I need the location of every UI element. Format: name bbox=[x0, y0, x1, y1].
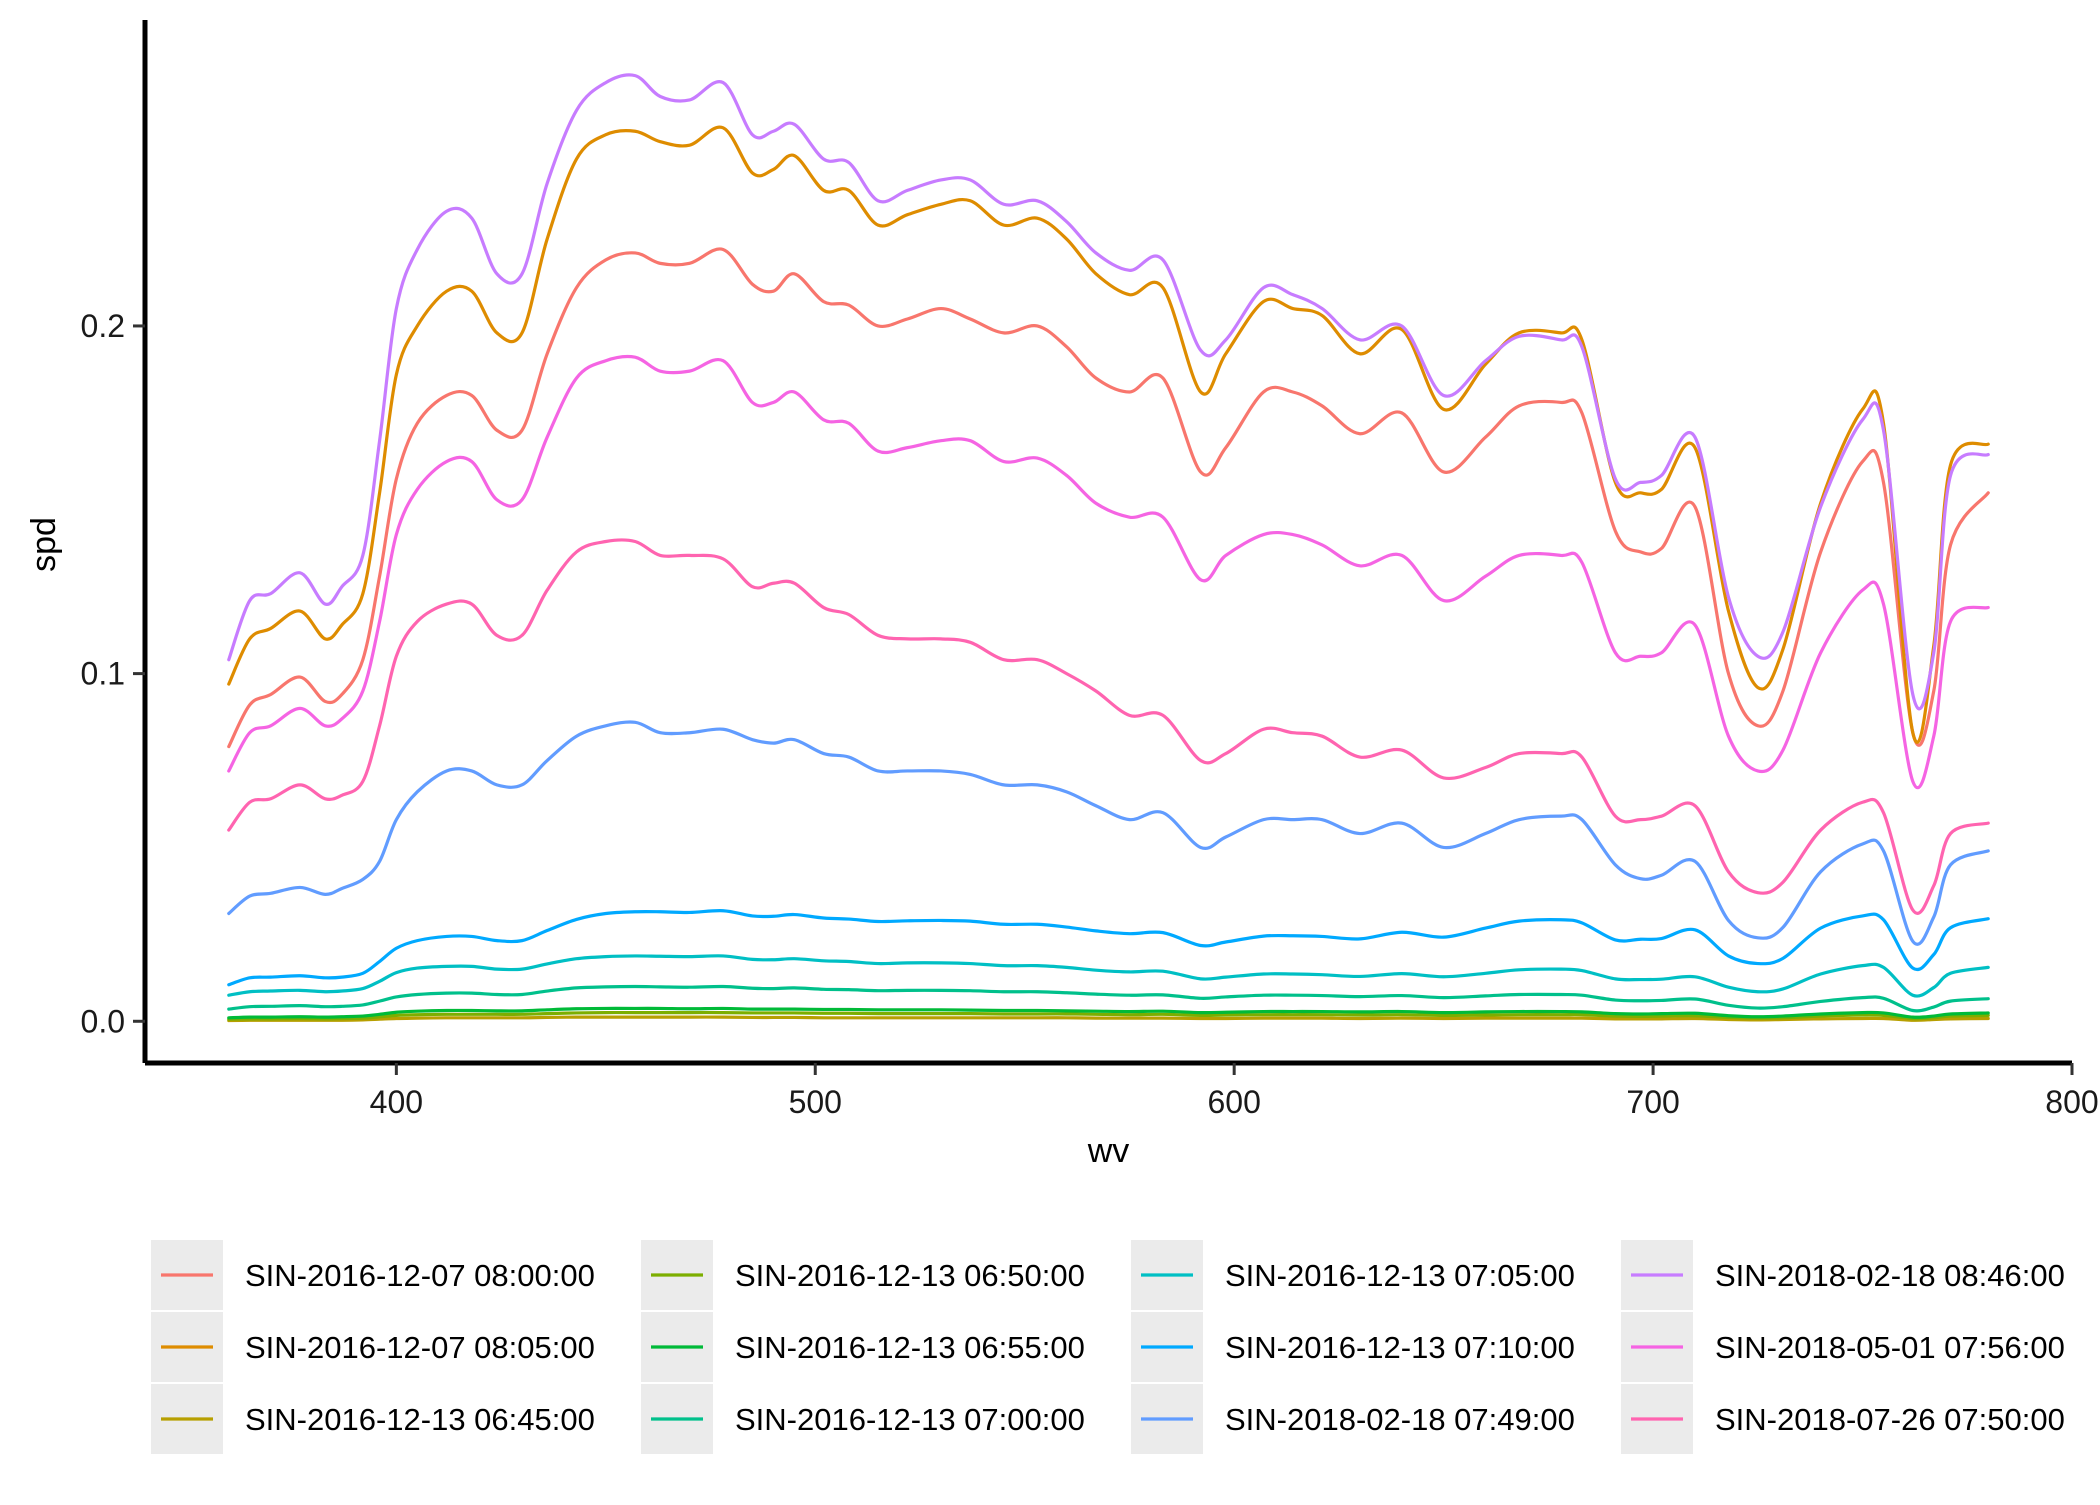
legend-item: SIN-2016-12-07 08:05:00 bbox=[151, 1312, 595, 1382]
series-line-2 bbox=[227, 125, 1990, 744]
legend-label: SIN-2016-12-07 08:00:00 bbox=[245, 1258, 595, 1293]
x-tick-label: 600 bbox=[1207, 1084, 1260, 1120]
legend-label: SIN-2016-12-07 08:05:00 bbox=[245, 1330, 595, 1365]
legend-label: SIN-2018-05-01 07:56:00 bbox=[1715, 1330, 2065, 1365]
series-line-3 bbox=[227, 1015, 1990, 1023]
x-tick-label: 700 bbox=[1626, 1084, 1679, 1120]
x-tick-label: 400 bbox=[370, 1084, 423, 1120]
y-tick-label: 0.0 bbox=[81, 1003, 125, 1039]
legend-label: SIN-2016-12-13 07:05:00 bbox=[1225, 1258, 1575, 1293]
legend-item: SIN-2016-12-13 06:45:00 bbox=[151, 1384, 595, 1454]
legend-item: SIN-2016-12-13 07:05:00 bbox=[1131, 1240, 1575, 1310]
legend: SIN-2016-12-07 08:00:00 SIN-2016-12-07 08… bbox=[151, 1240, 2065, 1454]
series-line-4 bbox=[227, 1010, 1990, 1021]
legend-item: SIN-2018-02-18 08:46:00 bbox=[1621, 1240, 2065, 1310]
y-tick-label: 0.1 bbox=[81, 656, 125, 692]
series-line-1 bbox=[227, 247, 1990, 749]
legend-item: SIN-2016-12-13 07:00:00 bbox=[641, 1384, 1085, 1454]
legend-item: SIN-2018-07-26 07:50:00 bbox=[1621, 1384, 2065, 1454]
y-axis-title: spd bbox=[25, 517, 63, 572]
series-line-7 bbox=[227, 954, 1990, 998]
x-tick-label: 500 bbox=[789, 1084, 842, 1120]
legend-label: SIN-2016-12-13 06:50:00 bbox=[735, 1258, 1085, 1293]
series-line-9 bbox=[227, 720, 1990, 946]
legend-label: SIN-2016-12-13 07:10:00 bbox=[1225, 1330, 1575, 1365]
x-axis-ticks: 400 500 600 700 800 bbox=[370, 1063, 2099, 1120]
legend-item: SIN-2016-12-13 06:55:00 bbox=[641, 1312, 1085, 1382]
series-lines bbox=[227, 73, 1990, 1023]
y-axis-ticks: 0.0 0.1 0.2 bbox=[81, 308, 145, 1039]
legend-label: SIN-2018-02-18 07:49:00 bbox=[1225, 1402, 1575, 1437]
series-line-12 bbox=[227, 538, 1990, 915]
legend-label: SIN-2016-12-13 06:55:00 bbox=[735, 1330, 1085, 1365]
y-tick-label: 0.2 bbox=[81, 308, 125, 344]
legend-label: SIN-2018-07-26 07:50:00 bbox=[1715, 1402, 2065, 1437]
legend-label: SIN-2016-12-13 07:00:00 bbox=[735, 1402, 1085, 1437]
series-line-8 bbox=[227, 909, 1990, 987]
series-line-5 bbox=[227, 1006, 1990, 1020]
legend-item: SIN-2016-12-13 07:10:00 bbox=[1131, 1312, 1575, 1382]
legend-item: SIN-2016-12-13 06:50:00 bbox=[641, 1240, 1085, 1310]
x-tick-label: 800 bbox=[2045, 1084, 2098, 1120]
series-line-6 bbox=[227, 984, 1990, 1013]
series-line-11 bbox=[227, 354, 1990, 790]
legend-label: SIN-2018-02-18 08:46:00 bbox=[1715, 1258, 2065, 1293]
series-line-10 bbox=[227, 73, 1990, 711]
x-axis-title: wv bbox=[1087, 1132, 1130, 1170]
legend-label: SIN-2016-12-13 06:45:00 bbox=[245, 1402, 595, 1437]
legend-item: SIN-2016-12-07 08:00:00 bbox=[151, 1240, 595, 1310]
legend-item: SIN-2018-02-18 07:49:00 bbox=[1131, 1384, 1575, 1454]
legend-item: SIN-2018-05-01 07:56:00 bbox=[1621, 1312, 2065, 1382]
